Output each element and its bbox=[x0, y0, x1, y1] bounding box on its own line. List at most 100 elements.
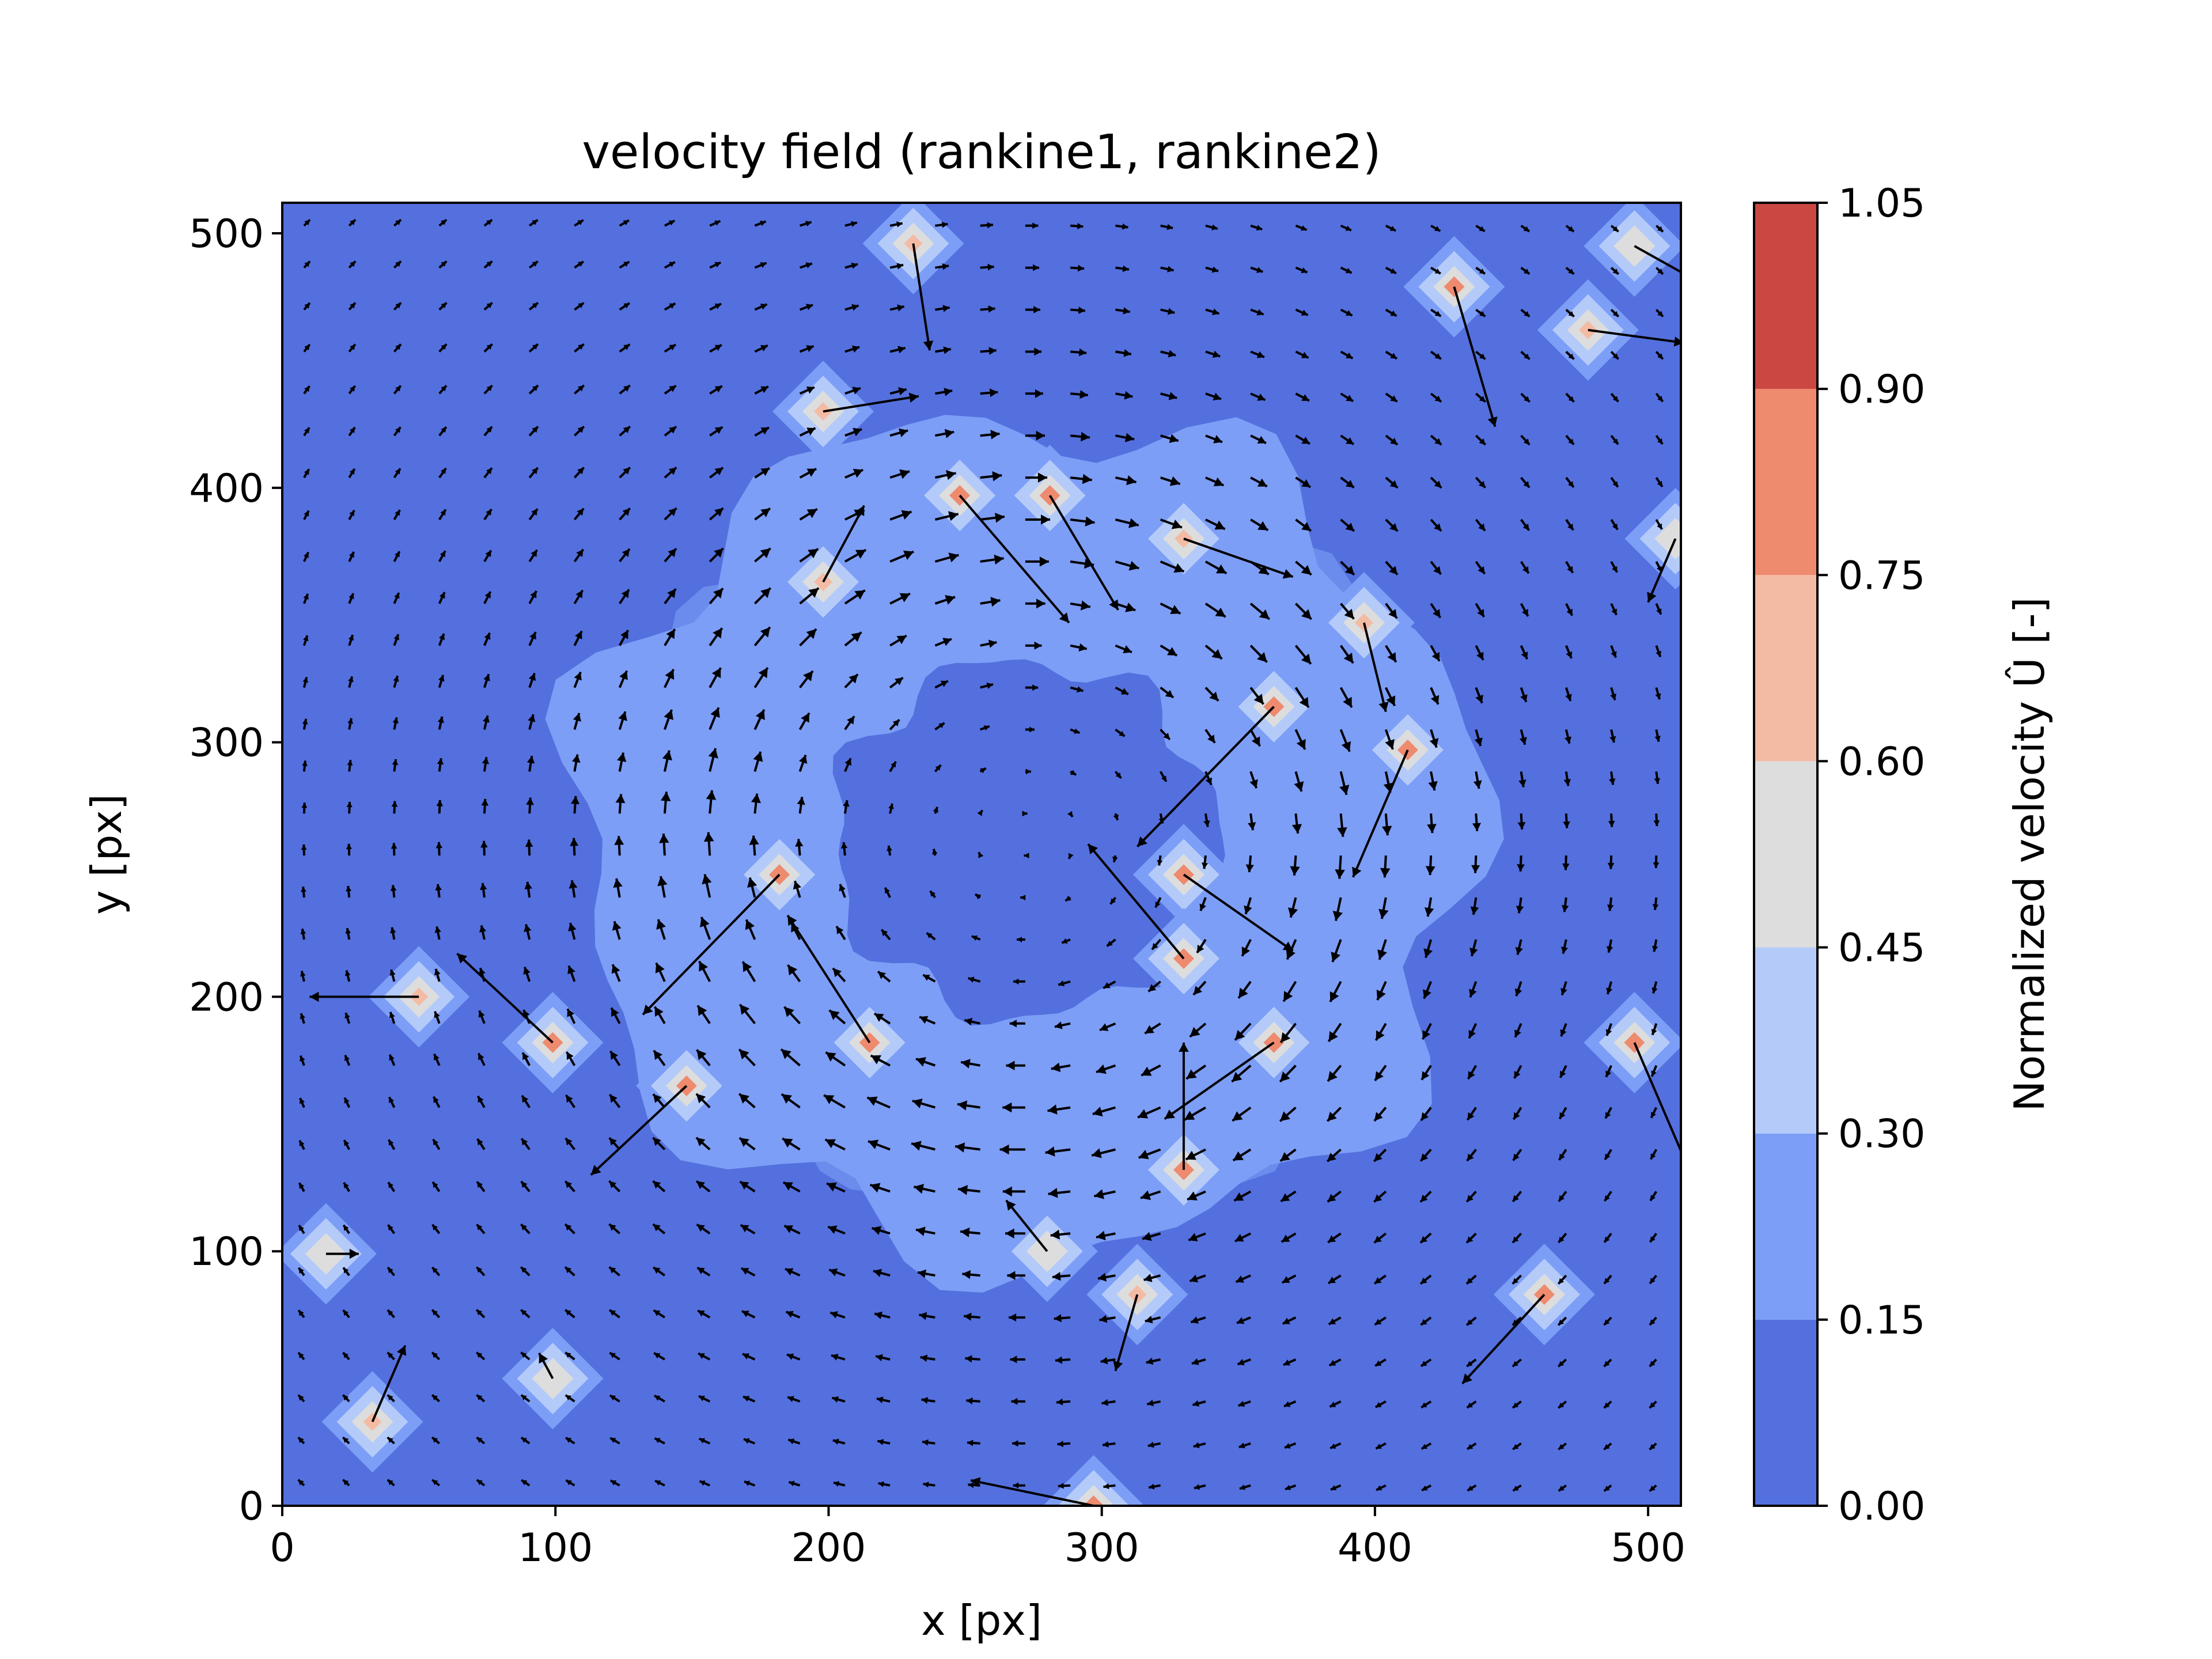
quiver-arrow bbox=[1610, 518, 1619, 531]
quiver-arrow bbox=[476, 1436, 486, 1445]
quiver-arrow bbox=[348, 676, 354, 688]
quiver-arrow bbox=[564, 1223, 575, 1234]
quiver-arrow bbox=[786, 964, 801, 983]
quiver-arrow bbox=[1651, 1023, 1658, 1036]
quiver-arrow bbox=[574, 384, 585, 395]
quiver-arrow bbox=[388, 1139, 396, 1150]
quiver-arrow bbox=[565, 1394, 575, 1403]
colorbar-segment bbox=[1754, 203, 1817, 389]
quiver-arrow bbox=[1340, 560, 1355, 576]
quiver-arrow bbox=[1205, 308, 1220, 316]
quiver-arrow bbox=[1024, 853, 1029, 859]
quiver-arrow bbox=[619, 466, 631, 479]
quiver-arrow bbox=[389, 969, 396, 982]
quiver-arrow bbox=[1421, 1400, 1432, 1409]
quiver-arrow bbox=[1419, 1274, 1432, 1285]
quiver-arrow bbox=[709, 426, 724, 437]
outlier-hotspot bbox=[1624, 488, 1681, 590]
quiver-arrow bbox=[342, 1479, 350, 1487]
quiver-arrow bbox=[1160, 518, 1183, 529]
colorbar-tick-label: 0.75 bbox=[1838, 553, 1925, 599]
quiver-arrow bbox=[570, 838, 579, 856]
quiver-arrow bbox=[388, 1054, 396, 1066]
quiver-arrow bbox=[1655, 687, 1661, 700]
quiver-arrow bbox=[696, 1224, 711, 1234]
quiver-arrow bbox=[1192, 980, 1207, 996]
quiver-arrow bbox=[877, 971, 891, 983]
quiver-arrow bbox=[520, 1223, 531, 1234]
quiver-arrow bbox=[706, 790, 717, 814]
quiver-arrow bbox=[1092, 1106, 1116, 1117]
quiver-arrow bbox=[1327, 1274, 1342, 1285]
colorbar: 0.00 0.15 0.30 0.45 0.60 0.75 0.90 1.05 bbox=[1753, 181, 1925, 1529]
quiver-arrow bbox=[1474, 729, 1483, 747]
quiver-arrow bbox=[1512, 1149, 1522, 1161]
quiver-arrow bbox=[1056, 1398, 1071, 1406]
quiver-arrow bbox=[1294, 603, 1313, 620]
quiver-arrow bbox=[653, 1006, 666, 1024]
quiver-arrow bbox=[1279, 1065, 1297, 1083]
quiver-arrow bbox=[348, 385, 357, 395]
quiver-arrow bbox=[1115, 433, 1135, 442]
quiver-arrow bbox=[1603, 1484, 1612, 1492]
quiver-arrow bbox=[1466, 1400, 1477, 1409]
quiver-arrow bbox=[393, 634, 400, 646]
quiver-arrow bbox=[1020, 895, 1026, 901]
quiver-arrow bbox=[1385, 687, 1396, 707]
quiver-arrow bbox=[999, 1144, 1025, 1155]
outlier-arrow bbox=[309, 991, 419, 1002]
quiver-arrow bbox=[709, 302, 722, 311]
quiver-arrow bbox=[915, 1057, 936, 1067]
quiver-arrow bbox=[1607, 939, 1613, 953]
outlier-hotspot bbox=[1357, 699, 1459, 801]
quiver-arrow bbox=[1649, 1191, 1657, 1202]
quiver-arrow bbox=[1520, 392, 1531, 403]
quiver-arrow bbox=[432, 1096, 441, 1108]
quiver-arrow bbox=[342, 1436, 350, 1445]
quiver-arrow bbox=[744, 1480, 756, 1487]
quiver-arrow bbox=[1475, 518, 1486, 532]
quiver-arrow bbox=[1205, 266, 1219, 273]
quiver-arrow bbox=[1610, 392, 1619, 403]
quiver-arrow bbox=[523, 966, 531, 982]
quiver-arrow bbox=[967, 1440, 980, 1446]
quiver-arrow bbox=[1115, 391, 1133, 400]
quiver-arrow bbox=[653, 1351, 665, 1361]
quiver-arrow bbox=[431, 1479, 440, 1487]
outlier-arrow bbox=[786, 914, 871, 1043]
quiver-arrow bbox=[797, 797, 805, 814]
quiver-arrow bbox=[393, 551, 401, 562]
quiver-arrow bbox=[1205, 518, 1226, 531]
quiver-arrow bbox=[911, 1141, 935, 1151]
quiver-arrow bbox=[754, 344, 768, 353]
quiver-arrow bbox=[799, 262, 813, 269]
quiver-arrow bbox=[753, 751, 763, 772]
quiver-arrow bbox=[934, 470, 956, 480]
quiver-arrow bbox=[483, 715, 490, 730]
quiver-arrow bbox=[565, 1479, 575, 1487]
quiver-arrow bbox=[698, 1437, 711, 1445]
quiver-arrow bbox=[1234, 1232, 1251, 1243]
quiver-arrow bbox=[1233, 1190, 1252, 1202]
quiver-arrow bbox=[1070, 686, 1084, 693]
quiver-arrow bbox=[438, 218, 448, 227]
quiver-arrow bbox=[574, 219, 584, 227]
quiver-arrow bbox=[1115, 602, 1136, 612]
quiver-arrow bbox=[754, 547, 771, 563]
quiver-arrow bbox=[300, 971, 306, 982]
quiver-arrow bbox=[844, 548, 867, 563]
quiver-arrow bbox=[1655, 393, 1664, 403]
quiver-arrow bbox=[1146, 1357, 1161, 1365]
quiver-arrow bbox=[525, 839, 533, 856]
quiver-arrow bbox=[799, 548, 819, 563]
quiver-arrow bbox=[1610, 267, 1620, 275]
quiver-arrow bbox=[303, 385, 311, 395]
quiver-arrow bbox=[608, 1266, 620, 1277]
quiver-arrow bbox=[980, 513, 1005, 523]
quiver-arrow bbox=[521, 1094, 531, 1108]
quiver-arrow bbox=[1373, 1274, 1387, 1285]
quiver-arrow bbox=[1514, 981, 1522, 997]
quiver-arrow bbox=[1557, 1316, 1567, 1326]
quiver-arrow bbox=[1610, 476, 1619, 488]
quiver-arrow bbox=[565, 1137, 575, 1150]
